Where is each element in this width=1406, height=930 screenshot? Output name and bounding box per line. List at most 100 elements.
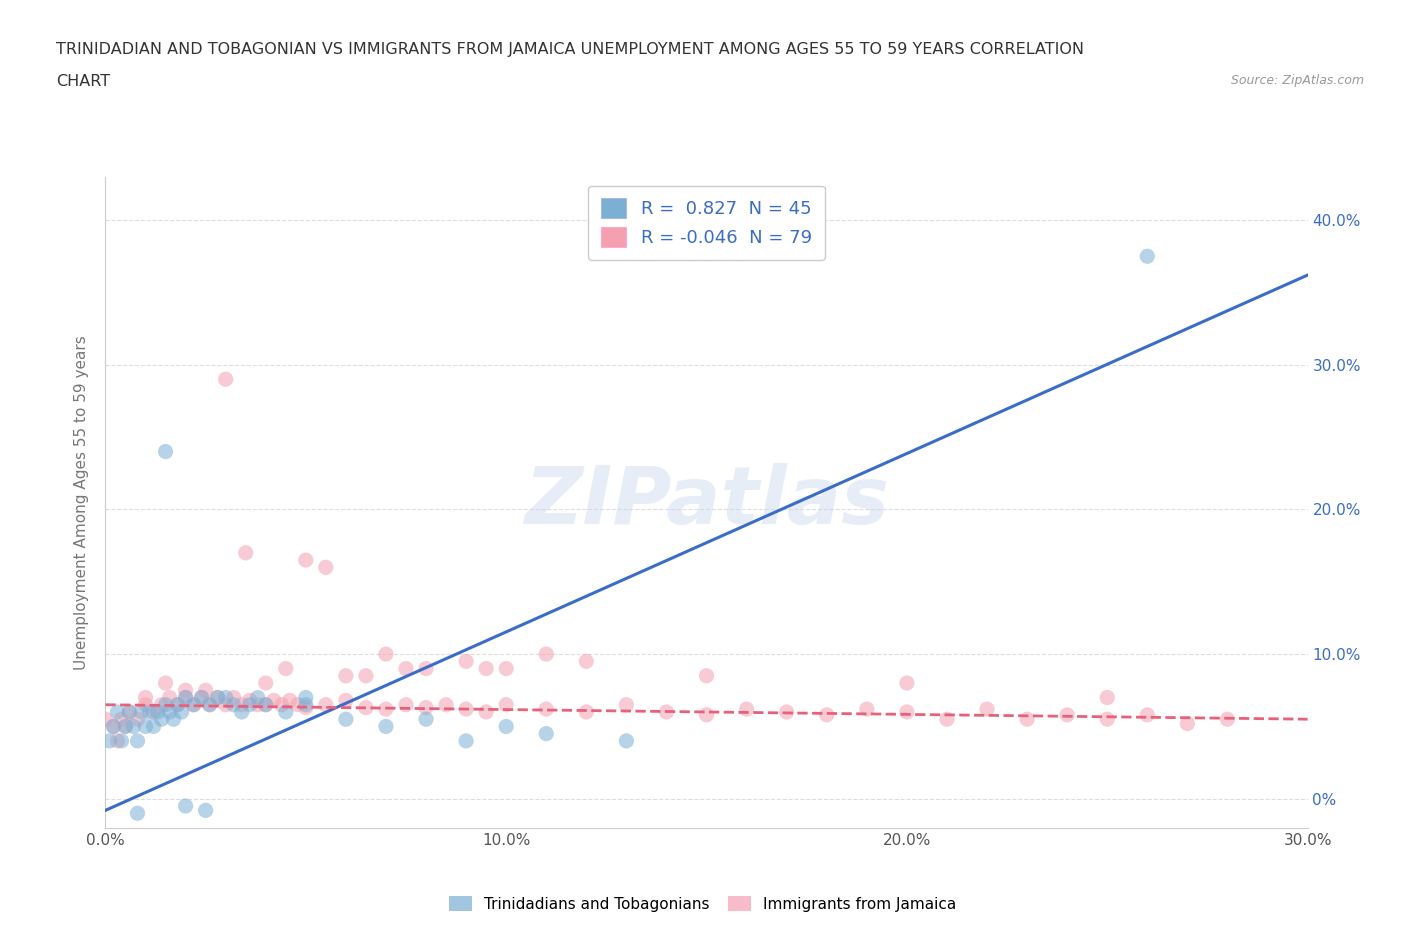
Point — [107, 705, 129, 720]
Point — [335, 669, 357, 684]
Point — [214, 690, 236, 705]
Point — [194, 683, 217, 698]
Point — [127, 734, 149, 749]
Point — [190, 690, 212, 705]
Point — [150, 711, 173, 726]
Point — [239, 698, 262, 712]
Point — [146, 705, 169, 720]
Point — [278, 693, 301, 708]
Point — [295, 552, 318, 567]
Point — [155, 698, 177, 712]
Point — [315, 560, 337, 575]
Point — [335, 693, 357, 708]
Point — [94, 711, 117, 726]
Point — [475, 705, 498, 720]
Point — [1017, 711, 1039, 726]
Point — [118, 705, 141, 720]
Point — [207, 690, 229, 705]
Point — [896, 675, 918, 690]
Legend: R =  0.827  N = 45, R = -0.046  N = 79: R = 0.827 N = 45, R = -0.046 N = 79 — [589, 186, 824, 259]
Point — [127, 711, 149, 726]
Point — [198, 698, 221, 712]
Point — [142, 705, 165, 720]
Point — [395, 698, 418, 712]
Point — [254, 698, 277, 712]
Point — [534, 646, 557, 661]
Legend: Trinidadians and Tobagonians, Immigrants from Jamaica: Trinidadians and Tobagonians, Immigrants… — [443, 889, 963, 918]
Point — [170, 705, 193, 720]
Point — [495, 698, 517, 712]
Point — [475, 661, 498, 676]
Point — [374, 719, 398, 734]
Point — [214, 372, 236, 387]
Point — [1216, 711, 1239, 726]
Point — [1056, 708, 1078, 723]
Point — [534, 701, 557, 716]
Text: TRINIDADIAN AND TOBAGONIAN VS IMMIGRANTS FROM JAMAICA UNEMPLOYMENT AMONG AGES 55: TRINIDADIAN AND TOBAGONIAN VS IMMIGRANTS… — [56, 42, 1084, 57]
Point — [150, 698, 173, 712]
Point — [183, 698, 205, 712]
Text: CHART: CHART — [56, 74, 110, 89]
Point — [118, 705, 141, 720]
Point — [1097, 711, 1119, 726]
Point — [335, 711, 357, 726]
Point — [696, 708, 718, 723]
Y-axis label: Unemployment Among Ages 55 to 59 years: Unemployment Among Ages 55 to 59 years — [75, 335, 90, 670]
Point — [166, 698, 188, 712]
Point — [270, 698, 292, 712]
Point — [315, 698, 337, 712]
Point — [655, 705, 678, 720]
Point — [616, 734, 638, 749]
Point — [354, 700, 377, 715]
Point — [855, 701, 877, 716]
Point — [207, 690, 229, 705]
Point — [415, 661, 437, 676]
Point — [198, 698, 221, 712]
Point — [114, 719, 136, 734]
Point — [222, 698, 245, 712]
Point — [287, 698, 309, 712]
Point — [815, 708, 838, 723]
Point — [155, 445, 177, 459]
Point — [274, 661, 297, 676]
Text: Source: ZipAtlas.com: Source: ZipAtlas.com — [1230, 74, 1364, 87]
Point — [936, 711, 959, 726]
Point — [107, 734, 129, 749]
Point — [159, 705, 181, 720]
Point — [231, 698, 253, 712]
Point — [174, 683, 197, 698]
Point — [110, 711, 132, 726]
Point — [976, 701, 998, 716]
Point — [166, 698, 188, 712]
Point — [295, 690, 318, 705]
Point — [131, 705, 153, 720]
Point — [142, 719, 165, 734]
Point — [174, 799, 197, 814]
Point — [103, 719, 125, 734]
Point — [246, 698, 269, 712]
Point — [254, 698, 277, 712]
Point — [222, 690, 245, 705]
Point — [295, 698, 318, 712]
Point — [246, 690, 269, 705]
Point — [1177, 716, 1199, 731]
Point — [174, 690, 197, 705]
Point — [454, 701, 477, 716]
Point — [127, 805, 149, 820]
Point — [138, 705, 160, 720]
Point — [575, 705, 598, 720]
Point — [395, 661, 418, 676]
Point — [98, 734, 121, 749]
Point — [235, 545, 257, 560]
Point — [162, 711, 184, 726]
Point — [534, 726, 557, 741]
Point — [696, 669, 718, 684]
Point — [495, 661, 517, 676]
Text: ZIPatlas: ZIPatlas — [524, 463, 889, 541]
Point — [159, 690, 181, 705]
Point — [135, 719, 157, 734]
Point — [495, 719, 517, 734]
Point — [103, 719, 125, 734]
Point — [374, 646, 398, 661]
Point — [735, 701, 758, 716]
